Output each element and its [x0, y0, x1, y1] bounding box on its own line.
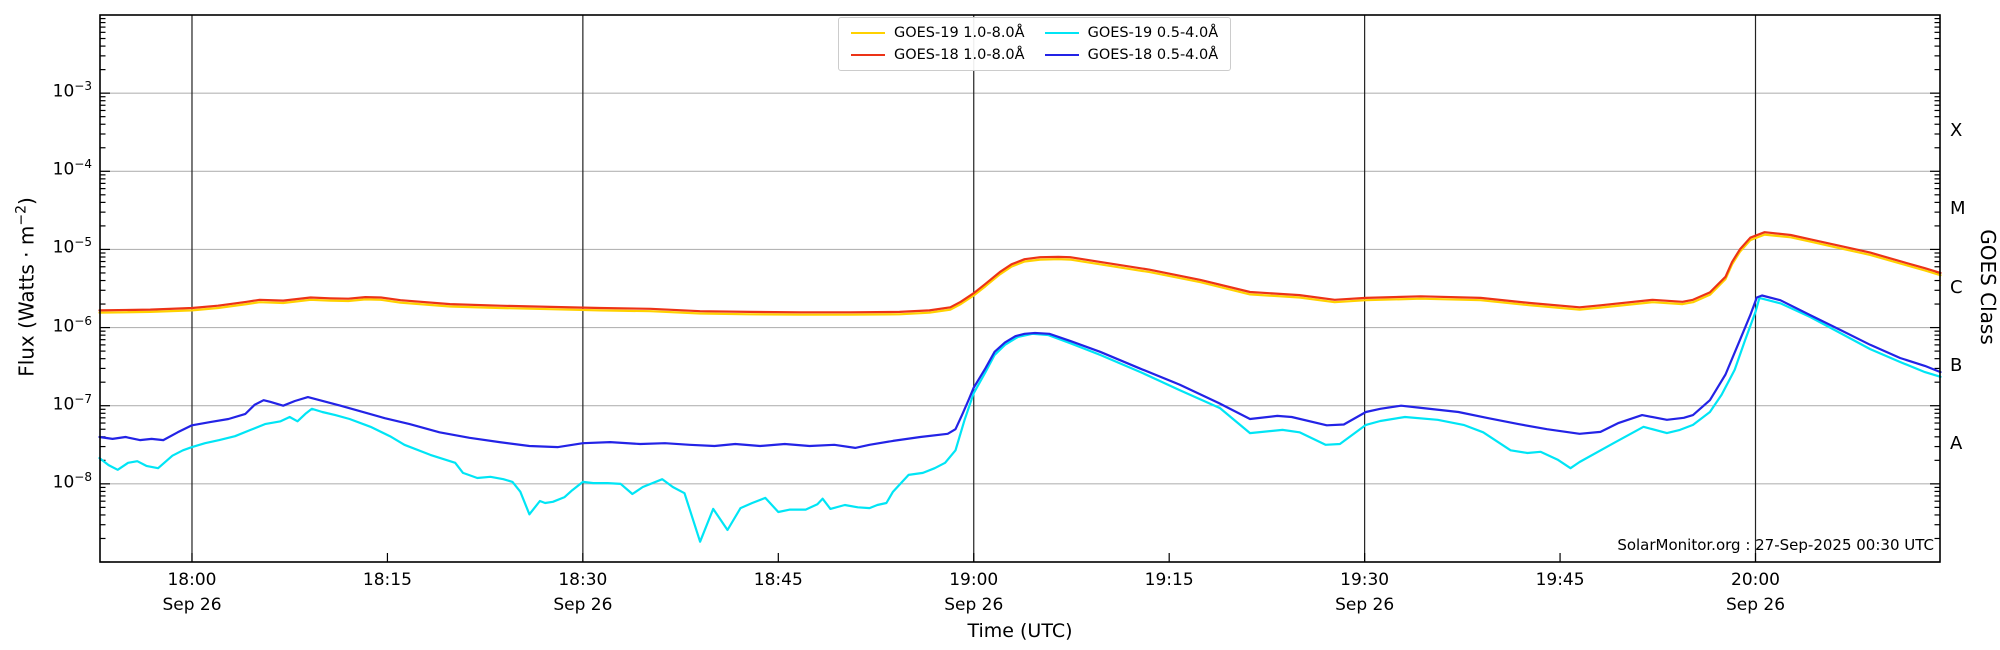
x-tick-label: 19:45 [1535, 570, 1585, 590]
x-tick-label: 20:00 [1731, 570, 1780, 590]
x-tick-date: Sep 26 [944, 595, 1004, 615]
x-tick-date: Sep 26 [553, 595, 613, 615]
legend-label: GOES-18 0.5-4.0Å [1087, 47, 1219, 63]
y-tick-label: 10−5 [0, 235, 92, 258]
y-tick-exponent: −5 [74, 235, 92, 250]
legend: GOES-19 1.0-8.0Å GOES-18 1.0-8.0Å GOES-19 … [838, 17, 1232, 71]
y-tick-exponent: −4 [74, 157, 92, 172]
legend-item-goes18-long: GOES-18 1.0-8.0Å [851, 47, 1025, 63]
y-tick-base: 10 [52, 394, 75, 415]
legend-label: GOES-19 0.5-4.0Å [1087, 25, 1219, 41]
x-tick-label: 18:45 [753, 570, 803, 590]
y-tick-label: 10−4 [0, 157, 92, 180]
legend-item-goes19-long: GOES-19 1.0-8.0Å [851, 25, 1025, 41]
y-tick-base: 10 [52, 238, 75, 259]
y-tick-base: 10 [52, 81, 75, 102]
legend-line-swatch [851, 54, 885, 56]
legend-line-swatch [1044, 32, 1079, 34]
y-axis-title-exponent: −2 [13, 205, 30, 226]
goes-class-letter: M [1950, 198, 1966, 220]
legend-item-goes19-short: GOES-19 0.5-4.0Å [1044, 25, 1219, 41]
x-tick-label: 19:15 [1144, 570, 1194, 590]
y-tick-exponent: −8 [74, 469, 92, 484]
goes-class-letter: A [1950, 432, 1963, 454]
legend-line-swatch [851, 32, 885, 34]
y-tick-label: 10−6 [0, 314, 92, 337]
y-tick-base: 10 [52, 159, 75, 180]
right-axis-title: GOES Class [1976, 229, 2000, 345]
x-tick-label: 18:00 [167, 570, 217, 590]
x-tick-date: Sep 26 [162, 595, 222, 615]
x-tick-label: 19:30 [1340, 570, 1390, 590]
goes-class-letter: C [1950, 276, 1963, 298]
goes-class-letter: B [1950, 354, 1963, 376]
series-goes18-long [98, 231, 1942, 314]
plot-frame [99, 14, 1941, 563]
legend-line-swatch [1044, 54, 1079, 56]
legend-item-goes18-short: GOES-18 0.5-4.0Å [1044, 47, 1219, 63]
y-axis-title-close: ) [14, 197, 39, 206]
x-tick-label: 18:15 [362, 570, 412, 590]
series-goes18-short [98, 294, 1942, 449]
y-tick-base: 10 [52, 472, 75, 493]
watermark-text: SolarMonitor.org : 27-Sep-2025 00:30 UTC [1617, 536, 1934, 554]
x-axis-title: Time (UTC) [967, 620, 1073, 642]
x-tick-date: Sep 26 [1725, 595, 1786, 615]
y-tick-label: 10−3 [0, 79, 92, 102]
series-goes19-short [98, 296, 1942, 543]
goes-class-letter: X [1950, 120, 1963, 142]
y-tick-base: 10 [52, 316, 75, 337]
x-tick-label: 19:00 [949, 570, 999, 590]
legend-label: GOES-18 1.0-8.0Å [894, 47, 1025, 63]
y-tick-exponent: −6 [74, 313, 92, 328]
series-goes19-long [98, 233, 1942, 316]
y-axis-title: Flux (Watts · m−2) [14, 197, 39, 377]
y-tick-exponent: −3 [74, 79, 92, 94]
y-tick-label: 10−8 [0, 470, 92, 493]
x-tick-label: 18:30 [558, 570, 608, 590]
y-tick-exponent: −7 [74, 391, 92, 406]
y-tick-label: 10−7 [0, 392, 92, 415]
x-tick-date: Sep 26 [1335, 595, 1395, 615]
legend-label: GOES-19 1.0-8.0Å [894, 25, 1025, 41]
